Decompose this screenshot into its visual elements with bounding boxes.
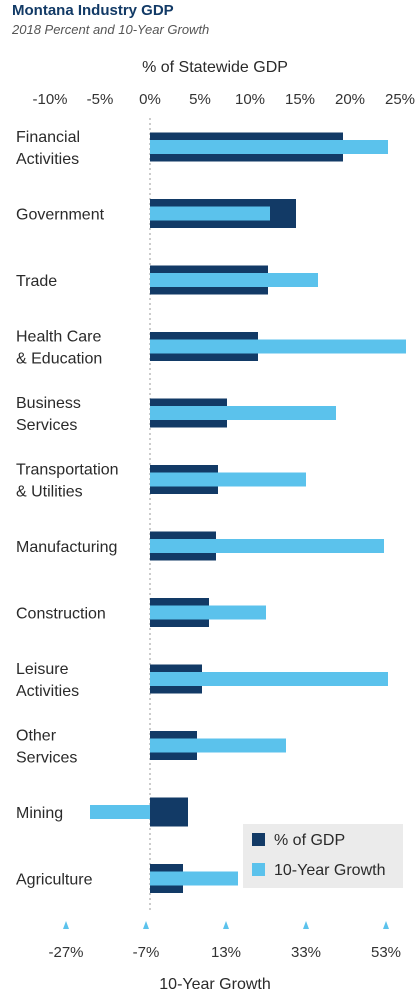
- bottom-axis: -27% -7% 13% 33% 53% 10-Year Growth: [48, 921, 401, 993]
- bottom-tick-marker: [63, 921, 69, 929]
- growth-bar: [150, 406, 336, 420]
- legend-box: [243, 824, 403, 888]
- legend-swatch: [252, 863, 265, 876]
- growth-bar: [150, 140, 388, 154]
- top-tick-label: 25%: [385, 91, 415, 108]
- growth-bar: [150, 539, 384, 553]
- category-label: Financial Activities: [16, 129, 80, 168]
- category-label: Manufacturing: [16, 539, 117, 556]
- category-label: Agriculture: [16, 872, 93, 889]
- growth-bar: [150, 672, 388, 686]
- top-tick-label: -5%: [87, 91, 114, 108]
- bottom-tick-marker: [303, 921, 309, 929]
- category-label: Business Services: [16, 395, 81, 434]
- growth-bar: [150, 738, 286, 753]
- growth-bar: [150, 273, 318, 287]
- bottom-tick-label: -7%: [133, 944, 160, 961]
- category-label: Leisure Activities: [16, 661, 79, 700]
- top-tick-label: 20%: [335, 91, 365, 108]
- legend-label: % of GDP: [274, 832, 345, 849]
- category-label: Construction: [16, 606, 106, 623]
- category-label: Other Services: [16, 728, 77, 767]
- category-label: Health Care & Education: [16, 329, 102, 368]
- category-label: Government: [16, 207, 105, 224]
- bottom-tick-label: -27%: [48, 944, 83, 961]
- chart-title: Montana Industry GDP: [12, 2, 174, 19]
- growth-bar: [150, 871, 238, 886]
- category-label: Mining: [16, 805, 63, 822]
- bottom-tick-label: 33%: [291, 944, 321, 961]
- bottom-axis-label: 10-Year Growth: [159, 976, 270, 993]
- category-label: Trade: [16, 273, 57, 290]
- bottom-tick-label: 13%: [211, 944, 241, 961]
- category-labels: Financial Activities Government Trade Health…: [16, 129, 119, 889]
- top-axis-label: % of Statewide GDP: [142, 59, 288, 76]
- growth-bar: [150, 605, 266, 620]
- top-tick-label: 0%: [139, 91, 161, 108]
- top-tick-label: -10%: [32, 91, 67, 108]
- bottom-tick-label: 53%: [371, 944, 401, 961]
- growth-bar: [150, 339, 406, 354]
- top-tick-label: 15%: [285, 91, 315, 108]
- bottom-tick-marker: [143, 921, 149, 929]
- bars: [90, 132, 406, 893]
- legend-swatch: [252, 833, 265, 846]
- top-tick-label: 10%: [235, 91, 265, 108]
- top-tick-label: 5%: [189, 91, 211, 108]
- legend: % of GDP 10-Year Growth: [243, 824, 403, 888]
- category-label: Transportation & Utilities: [16, 462, 119, 501]
- growth-bar: [150, 472, 306, 487]
- bottom-tick-marker: [223, 921, 229, 929]
- bottom-tick-marker: [383, 921, 389, 929]
- growth-bar: [90, 805, 150, 819]
- top-axis: % of Statewide GDP -10% -5% 0% 5% 10% 15% 20% 25…: [32, 59, 415, 108]
- chart-subtitle: 2018 Percent and 10-Year Growth: [12, 22, 210, 37]
- gdp-bar: [150, 797, 188, 827]
- legend-label: 10-Year Growth: [274, 862, 385, 879]
- growth-bar: [150, 206, 270, 221]
